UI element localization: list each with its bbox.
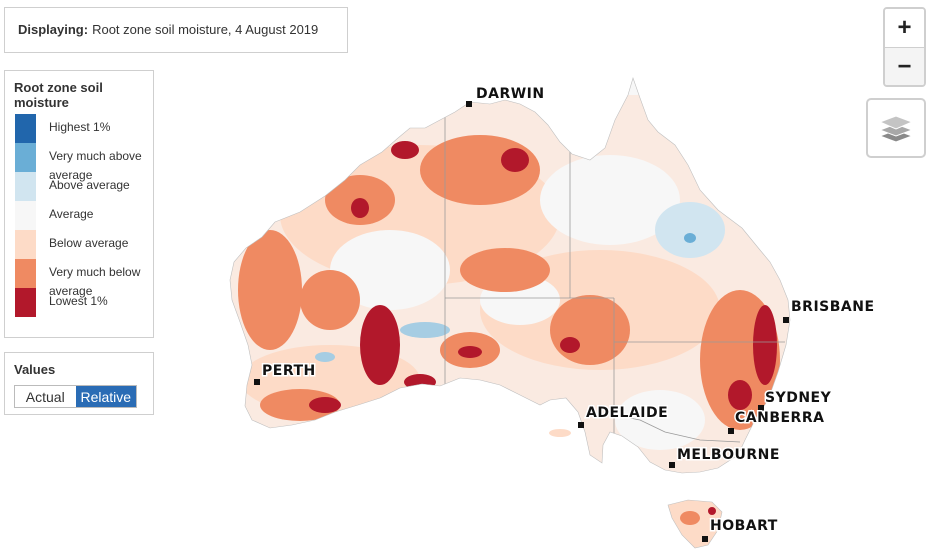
city-marker-darwin <box>466 101 472 107</box>
legend-item-lowest: Lowest 1% <box>14 288 153 317</box>
city-sydney[interactable]: SYDNEY <box>758 389 833 411</box>
legend-swatch-below <box>15 230 36 259</box>
city-melbourne[interactable]: MELBOURNE <box>669 446 781 468</box>
zoom-controls: + − <box>883 7 926 87</box>
city-canberra[interactable]: CANBERRA <box>728 409 825 434</box>
city-marker-adelaide <box>578 422 584 428</box>
displaying-panel: Displaying: Root zone soil moisture, 4 Au… <box>4 7 348 53</box>
legend-label-highest: Highest 1% <box>49 120 111 134</box>
legend-swatch-average <box>15 201 36 230</box>
legend-label-below: Below average <box>49 236 129 250</box>
city-marker-canberra <box>728 428 734 434</box>
legend-title: Root zone soil moisture <box>14 80 103 110</box>
values-panel: Values Actual Relative <box>4 352 154 415</box>
legend-swatch-very-much-below <box>15 259 36 288</box>
legend-item-average: Average <box>14 201 153 230</box>
legend-label-lowest: Lowest 1% <box>49 294 108 308</box>
city-label-canberra: CANBERRA <box>735 410 824 426</box>
legend-item-above: Above average <box>14 172 153 201</box>
legend-panel: Root zone soil moisture Highest 1% Very … <box>4 70 154 338</box>
layers-button[interactable] <box>866 98 926 158</box>
legend-item-very-much-above: Very much above average <box>14 143 153 182</box>
city-label-hobart: HOBART <box>710 518 778 534</box>
legend-swatch-above <box>15 172 36 201</box>
values-relative-button[interactable]: Relative <box>75 386 136 407</box>
legend-label-very-much-below: Very much below average <box>49 265 141 298</box>
city-hobart[interactable]: HOBART <box>702 517 779 542</box>
city-brisbane[interactable]: BRISBANE <box>783 298 876 323</box>
city-marker-melbourne <box>669 462 675 468</box>
values-toggle: Actual Relative <box>14 385 137 408</box>
layers-icon <box>878 115 914 143</box>
legend-swatch-lowest <box>15 288 36 317</box>
city-marker-hobart <box>702 536 708 542</box>
city-label-brisbane: BRISBANE <box>791 299 875 315</box>
legend-label-average: Average <box>49 207 94 221</box>
city-marker-perth <box>254 379 260 385</box>
city-perth[interactable]: PERTH <box>254 362 317 385</box>
values-title: Values <box>14 362 56 377</box>
city-label-adelaide: ADELAIDE <box>586 405 668 421</box>
city-darwin[interactable]: DARWIN <box>466 85 546 107</box>
city-marker-brisbane <box>783 317 789 323</box>
legend-swatch-highest <box>15 114 36 143</box>
city-label-darwin: DARWIN <box>476 86 545 102</box>
legend-swatch-very-much-above <box>15 143 36 172</box>
city-label-sydney: SYDNEY <box>765 390 832 406</box>
city-adelaide[interactable]: ADELAIDE <box>578 404 669 428</box>
city-label-perth: PERTH <box>262 363 316 379</box>
displaying-value: Root zone soil moisture, 4 August 2019 <box>92 22 319 37</box>
legend-label-above: Above average <box>49 178 130 192</box>
zoom-out-button[interactable]: − <box>885 47 924 85</box>
legend-item-below: Below average <box>14 230 153 259</box>
city-label-melbourne: MELBOURNE <box>677 447 780 463</box>
displaying-label: Displaying: <box>18 22 89 37</box>
city-marker-sydney <box>758 405 764 411</box>
legend-item-very-much-below: Very much below average <box>14 259 153 298</box>
legend-item-highest: Highest 1% <box>14 114 153 143</box>
values-actual-button[interactable]: Actual <box>25 388 65 405</box>
zoom-in-button[interactable]: + <box>885 9 924 47</box>
legend-label-very-much-above: Very much above average <box>49 149 142 182</box>
